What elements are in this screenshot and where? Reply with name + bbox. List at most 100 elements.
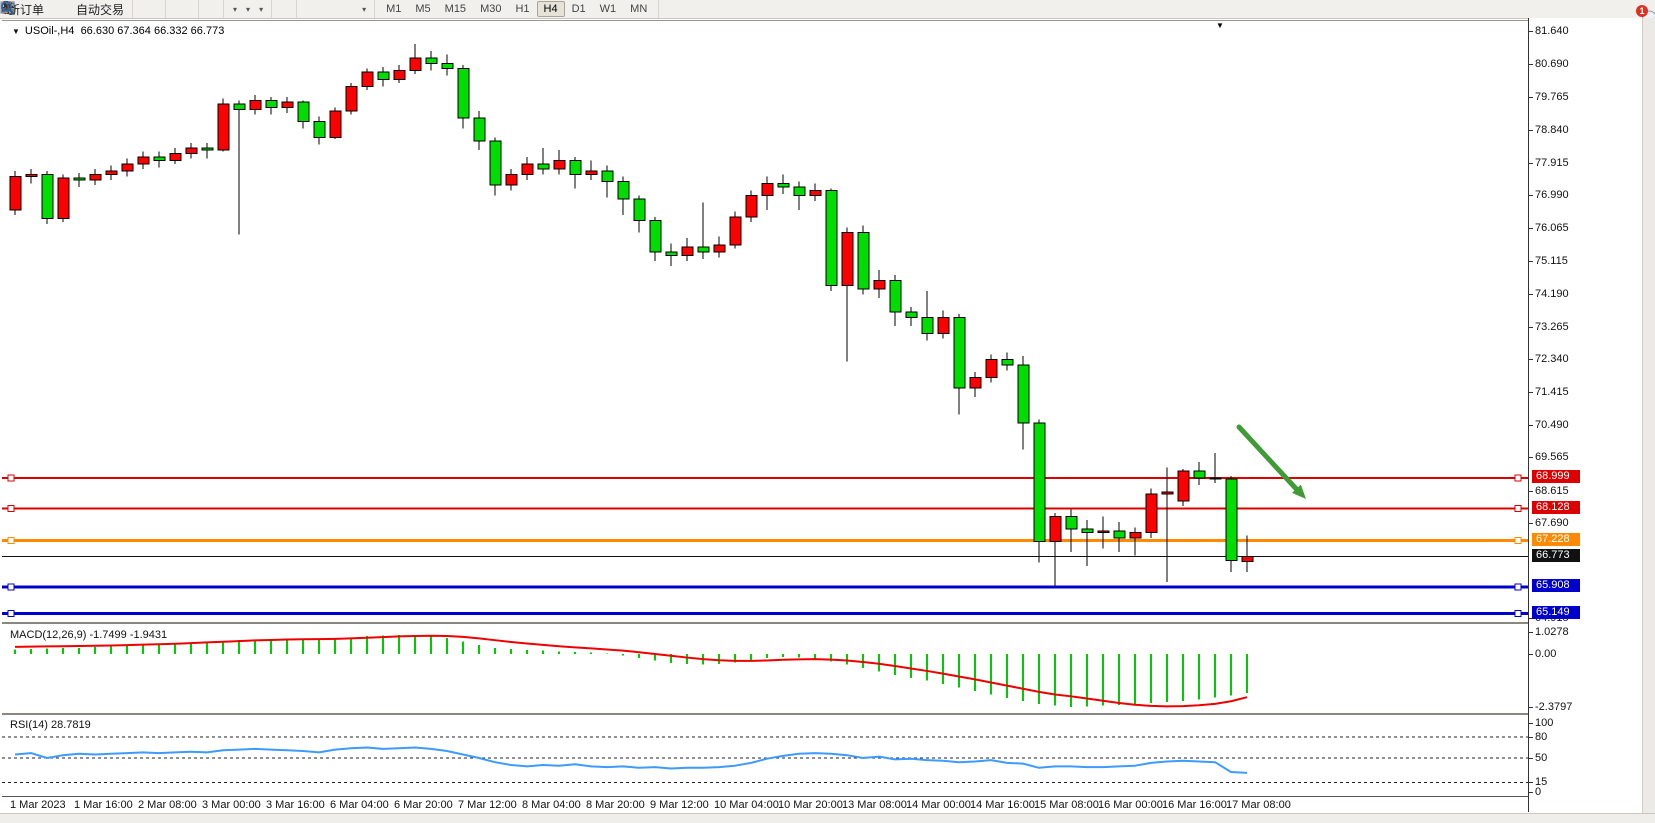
tick-mark [1529, 359, 1533, 360]
price-tick: 67.690 [1535, 517, 1569, 529]
candle [282, 102, 293, 107]
macd-tick: 0.00 [1535, 648, 1556, 660]
timeframe-button-m5[interactable]: M5 [408, 1, 437, 17]
templates-dropdown-arrow[interactable]: ▾ [259, 5, 263, 14]
candle [266, 100, 277, 107]
toolbar-group-cursor [272, 0, 297, 18]
candle [794, 187, 805, 196]
candle [122, 164, 133, 171]
hline-handle[interactable] [1515, 537, 1521, 543]
autotrading-button[interactable]: 自动交易 [72, 1, 128, 17]
hline-handle[interactable] [1515, 475, 1521, 481]
candle [426, 58, 437, 63]
chart-title[interactable]: ▼USOil-,H4 66.630 67.364 66.332 66.773 [12, 25, 224, 37]
periods-icon[interactable]: ▾ [241, 1, 254, 17]
main-chart-pane[interactable] [2, 20, 1528, 624]
arrows-dropdown-arrow[interactable]: ▾ [362, 5, 366, 14]
time-label: 6 Mar 20:00 [394, 799, 453, 811]
candle [234, 104, 245, 109]
autotrading-label: 自动交易 [76, 1, 124, 18]
candle [474, 118, 485, 141]
tick-mark [1529, 97, 1533, 98]
hline-handle[interactable] [8, 475, 14, 481]
tick-mark [1529, 64, 1533, 65]
text-icon[interactable]: A [341, 1, 349, 17]
hline-handle[interactable] [8, 611, 14, 617]
vertical-line-icon[interactable] [301, 1, 309, 17]
cursor-icon[interactable] [276, 1, 284, 17]
timeframe-button-mn[interactable]: MN [623, 1, 654, 17]
indicators-icon[interactable]: ▾ [228, 1, 241, 17]
text-label-icon[interactable]: T [349, 1, 357, 17]
candle [730, 217, 741, 245]
hline-handle[interactable] [8, 584, 14, 590]
timeframe-button-d1[interactable]: D1 [565, 1, 593, 17]
trendline-icon[interactable] [317, 1, 325, 17]
fibonacci-icon[interactable]: F [333, 1, 341, 17]
timeframe-button-m30[interactable]: M30 [473, 1, 508, 17]
zoom-out-icon[interactable] [178, 1, 186, 17]
timeframe-button-h1[interactable]: H1 [508, 1, 536, 17]
profiles-icon[interactable] [56, 1, 64, 17]
line-chart-icon[interactable] [153, 1, 161, 17]
macd-label: MACD(12,26,9) -1.7499 -1.9431 [10, 629, 167, 641]
tick-mark [1529, 737, 1533, 738]
price-level-badge: 66.773 [1532, 549, 1580, 562]
candle [154, 157, 165, 161]
metaeditor-icon[interactable] [48, 1, 56, 17]
hline-handle[interactable] [1515, 584, 1521, 590]
bars-chart-icon[interactable] [137, 1, 145, 17]
rsi-label: RSI(14) 28.7819 [10, 719, 91, 731]
chart-shift-icon[interactable] [211, 1, 219, 17]
hline-handle[interactable] [8, 506, 14, 512]
candle [634, 199, 645, 220]
hline-handle[interactable] [1515, 506, 1521, 512]
tick-mark [1529, 523, 1533, 524]
hline-handle[interactable] [1515, 611, 1521, 617]
toolbar-group-chart-type [133, 0, 166, 18]
candle [394, 70, 405, 79]
crosshair-icon[interactable] [284, 1, 292, 17]
horizontal-line-icon[interactable] [309, 1, 317, 17]
periods-dropdown-arrow[interactable]: ▾ [246, 5, 250, 14]
candle [442, 63, 453, 68]
timeframe-button-w1[interactable]: W1 [593, 1, 624, 17]
timeframe-button-m1[interactable]: M1 [379, 1, 408, 17]
arrows-icon[interactable]: ▾ [357, 1, 370, 17]
candle [330, 111, 341, 137]
chart-dropdown-icon[interactable]: ▼ [12, 27, 20, 36]
down-arrow-annotation[interactable] [1239, 427, 1306, 499]
candlestick-chart[interactable] [2, 21, 1528, 622]
candle [58, 178, 69, 219]
candle [538, 164, 549, 169]
macd-pane[interactable]: MACD(12,26,9) -1.7499 -1.9431 [2, 625, 1528, 715]
candle [1210, 478, 1221, 479]
candle [1226, 479, 1237, 560]
tick-mark [1529, 163, 1533, 164]
time-label: 3 Mar 16:00 [266, 799, 325, 811]
price-tick: 76.065 [1535, 222, 1569, 234]
chart-end-marker-icon[interactable]: ▼ [1216, 21, 1224, 30]
hline-handle[interactable] [8, 537, 14, 543]
rsi-pane[interactable]: RSI(14) 28.7819 [2, 715, 1528, 797]
candle [938, 317, 949, 333]
templates-icon[interactable]: ▾ [254, 1, 267, 17]
time-label: 15 Mar 08:00 [1034, 799, 1099, 811]
tick-mark [1529, 491, 1533, 492]
auto-scroll-icon[interactable] [203, 1, 211, 17]
timeframe-button-m15[interactable]: M15 [438, 1, 473, 17]
rsi-tick: 0 [1535, 786, 1541, 798]
tick-mark [1529, 228, 1533, 229]
signals-icon[interactable] [64, 1, 72, 17]
time-label: 10 Mar 04:00 [714, 799, 779, 811]
tile-windows-icon[interactable] [186, 1, 194, 17]
equidistant-channel-icon[interactable]: E [325, 1, 333, 17]
chart-quote: 66.630 67.364 66.332 66.773 [81, 25, 225, 37]
indicators-dropdown-arrow[interactable]: ▾ [233, 5, 237, 14]
candle [218, 104, 229, 150]
zoom-in-icon[interactable] [170, 1, 178, 17]
candles-chart-icon[interactable] [145, 1, 153, 17]
timeframe-button-h4[interactable]: H4 [537, 1, 565, 17]
